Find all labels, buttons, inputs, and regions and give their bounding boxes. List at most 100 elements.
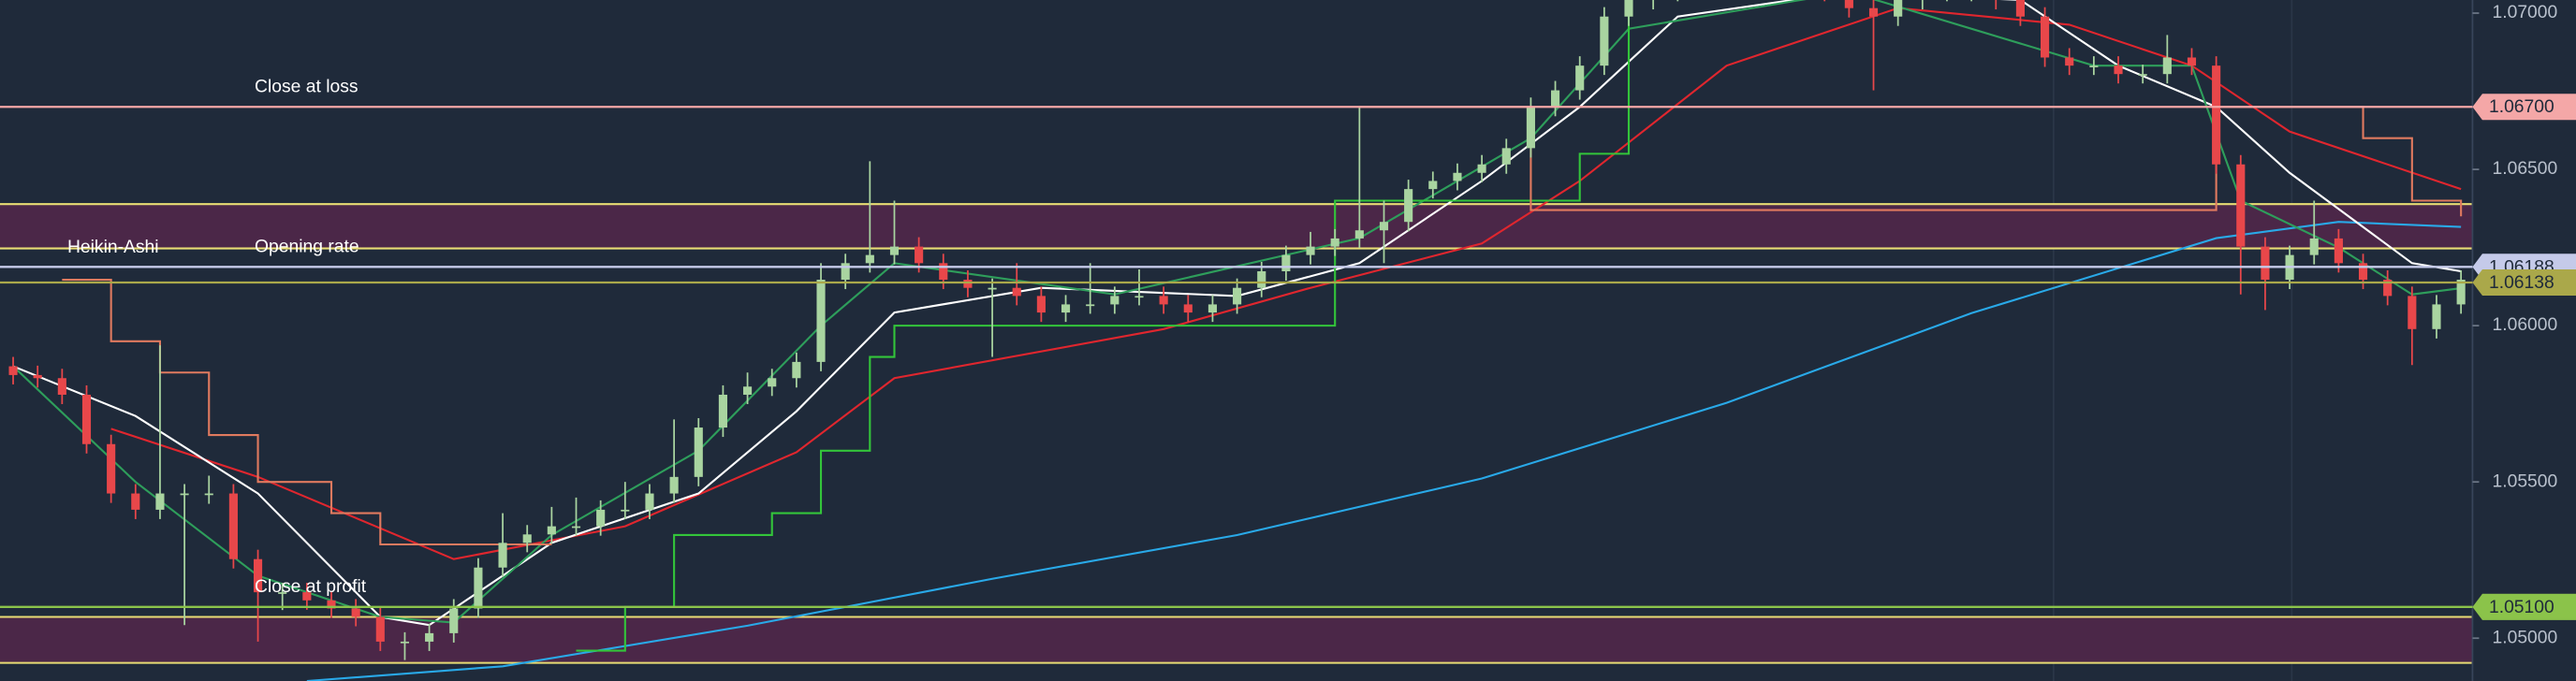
candle-body xyxy=(596,509,606,527)
candle-body xyxy=(2456,280,2466,305)
candle-body xyxy=(474,567,483,609)
candle-body xyxy=(2041,16,2050,58)
candle-body xyxy=(8,366,18,375)
candle-body xyxy=(2358,263,2368,281)
candle-body xyxy=(694,427,703,477)
y-tick-label: 1.06000 xyxy=(2492,315,2557,335)
candle-body xyxy=(939,263,948,281)
indicator-line xyxy=(576,0,1631,652)
candle-body xyxy=(2212,65,2221,165)
price-tag xyxy=(2472,268,2576,297)
candle-body xyxy=(327,600,336,609)
candle-body xyxy=(1012,287,1021,297)
candle-body xyxy=(522,534,532,543)
candle-body xyxy=(2015,0,2025,17)
candle-body xyxy=(228,493,238,559)
candle-body xyxy=(2432,304,2441,329)
candle-body xyxy=(253,558,263,593)
candle-body xyxy=(1110,296,1120,305)
candle-body xyxy=(81,394,92,444)
price-tag-label: 1.06138 xyxy=(2489,273,2554,293)
candle-body xyxy=(1501,148,1511,165)
plot-area xyxy=(0,0,2473,681)
candle-body xyxy=(1233,287,1242,305)
candle-body xyxy=(768,378,777,387)
zone-band xyxy=(0,204,2473,249)
candle-body xyxy=(2065,57,2074,66)
candle-body xyxy=(571,526,581,529)
candle-body xyxy=(743,386,753,395)
indicator-line xyxy=(62,278,552,546)
candle-body xyxy=(841,263,850,281)
candle-body xyxy=(1453,172,1462,181)
candle-body xyxy=(33,374,42,379)
candle-body xyxy=(792,361,801,379)
y-tick-label: 1.05500 xyxy=(2492,471,2557,491)
candle-body xyxy=(498,543,507,568)
candle-body xyxy=(425,632,434,642)
candle-body xyxy=(2236,164,2246,247)
candle-body xyxy=(889,246,900,255)
indicator-line xyxy=(12,0,2462,627)
level-text: Close at profit xyxy=(255,577,367,597)
candle-body xyxy=(1208,304,1218,313)
y-tick-label: 1.07000 xyxy=(2492,3,2557,22)
candle-body xyxy=(1624,0,1633,17)
candle-body xyxy=(1550,90,1560,108)
candle-body xyxy=(1404,189,1413,223)
candle-body xyxy=(1575,65,1585,91)
candle-body xyxy=(1379,222,1389,231)
candle-body xyxy=(2408,296,2417,329)
candle-body xyxy=(1526,107,1535,149)
price-tag-label: 1.06700 xyxy=(2489,97,2554,117)
candle-body xyxy=(1600,16,1609,66)
candle-body xyxy=(1477,164,1486,173)
candle-body xyxy=(400,641,410,644)
candle-body xyxy=(865,254,874,264)
indicator-label: Heikin-Ashi xyxy=(67,238,159,257)
level-text: Opening rate xyxy=(255,237,359,256)
candle-body xyxy=(180,493,189,496)
candle-body xyxy=(107,443,116,494)
candle-body xyxy=(915,246,924,264)
price-tag xyxy=(2472,593,2576,620)
indicator-line xyxy=(306,221,2462,681)
candle-body xyxy=(1894,0,1903,17)
candle-body xyxy=(155,493,165,510)
y-tick-label: 1.05000 xyxy=(2492,628,2557,647)
candle-body xyxy=(2138,74,2147,76)
candle-body xyxy=(1159,296,1168,305)
candle-body xyxy=(1257,270,1266,288)
level-text: Close at loss xyxy=(255,77,358,96)
candle-body xyxy=(1086,304,1095,307)
candle-body xyxy=(1330,238,1339,247)
candle-body xyxy=(2162,57,2172,75)
candle-body xyxy=(204,493,213,496)
candle-body xyxy=(278,592,287,594)
candle-body xyxy=(131,493,140,510)
candle-body xyxy=(375,616,385,642)
candle-body xyxy=(2334,238,2343,264)
price-tag xyxy=(2472,94,2576,121)
candle-body xyxy=(621,509,630,512)
candle-body xyxy=(645,493,654,510)
candle-body xyxy=(1036,296,1046,313)
candle-body xyxy=(2089,65,2099,67)
candle-body xyxy=(2309,238,2319,255)
y-tick-label: 1.06500 xyxy=(2492,159,2557,179)
candle-body xyxy=(1134,296,1144,298)
candle-body xyxy=(1428,181,1438,190)
candle-body xyxy=(1354,230,1364,239)
zone-band xyxy=(0,616,2473,663)
candle-body xyxy=(1844,0,1853,8)
candle-body xyxy=(2187,57,2197,66)
candle-body xyxy=(2114,65,2123,75)
candle-body xyxy=(351,608,360,617)
candle-body xyxy=(2261,246,2270,281)
candle-body xyxy=(547,526,556,535)
price-tag-label: 1.05100 xyxy=(2489,598,2554,617)
candle-body xyxy=(1281,254,1291,271)
